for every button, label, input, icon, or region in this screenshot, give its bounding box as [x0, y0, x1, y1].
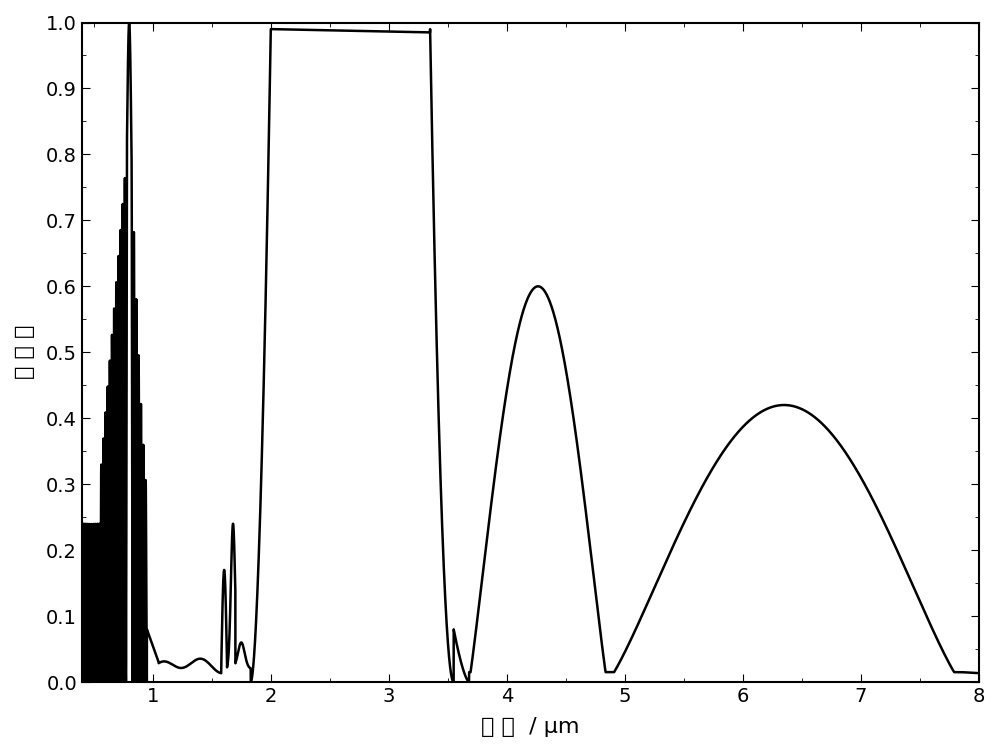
- X-axis label: 波 长  / μm: 波 长 / μm: [481, 717, 580, 737]
- Y-axis label: 反 射 率: 反 射 率: [15, 325, 35, 380]
